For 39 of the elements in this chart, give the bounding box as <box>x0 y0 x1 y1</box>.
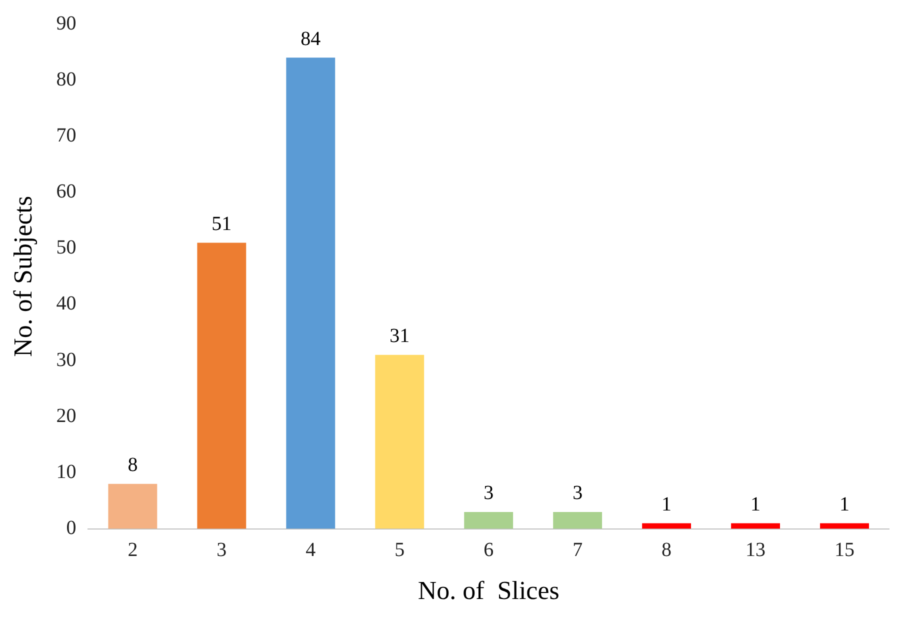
bar <box>375 354 424 529</box>
y-tick-label: 50 <box>56 236 76 259</box>
bar <box>108 484 158 529</box>
bar <box>820 523 869 529</box>
y-tick-label: 90 <box>56 12 76 34</box>
data-label: 51 <box>212 212 232 235</box>
y-tick-label: 60 <box>56 180 76 203</box>
x-tick-label: 8 <box>662 539 672 562</box>
x-axis-title: No. of Slices <box>418 576 560 606</box>
bar <box>642 523 692 529</box>
y-tick-label: 70 <box>56 124 76 146</box>
y-tick-label: 40 <box>56 292 76 315</box>
data-label: 84 <box>300 28 321 50</box>
bar <box>197 242 246 529</box>
y-axis-title: No. of Subjects <box>8 196 38 357</box>
y-tick-label: 30 <box>56 348 76 371</box>
y-tick-label: 80 <box>56 68 76 90</box>
data-label: 3 <box>484 482 494 504</box>
data-label: 3 <box>572 482 583 504</box>
x-tick-label: 2 <box>128 539 138 562</box>
data-label: 31 <box>390 325 410 348</box>
y-tick-label: 10 <box>56 460 76 483</box>
x-tick-label: 4 <box>306 539 316 562</box>
x-tick-label: 6 <box>484 539 494 562</box>
bar <box>286 58 336 529</box>
x-tick-label: 5 <box>394 539 405 562</box>
x-tick-label: 13 <box>746 539 766 562</box>
bar <box>464 512 514 529</box>
data-label: 1 <box>662 493 672 516</box>
data-label: 8 <box>128 454 138 476</box>
y-tick-label: 20 <box>56 404 76 427</box>
bar <box>731 523 780 529</box>
x-tick-label: 7 <box>572 539 583 562</box>
data-label: 1 <box>750 493 761 516</box>
x-tick-label: 15 <box>834 539 855 562</box>
data-label: 1 <box>840 493 850 516</box>
y-tick-label: 0 <box>66 517 76 540</box>
bar <box>553 512 602 529</box>
x-tick-label: 3 <box>216 539 227 562</box>
